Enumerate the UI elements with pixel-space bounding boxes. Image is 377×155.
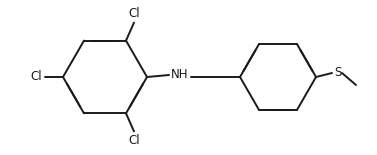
Text: Cl: Cl bbox=[31, 71, 42, 84]
Text: S: S bbox=[334, 66, 342, 80]
Text: Cl: Cl bbox=[128, 7, 140, 20]
Text: Cl: Cl bbox=[128, 134, 140, 147]
Text: NH: NH bbox=[171, 69, 188, 82]
